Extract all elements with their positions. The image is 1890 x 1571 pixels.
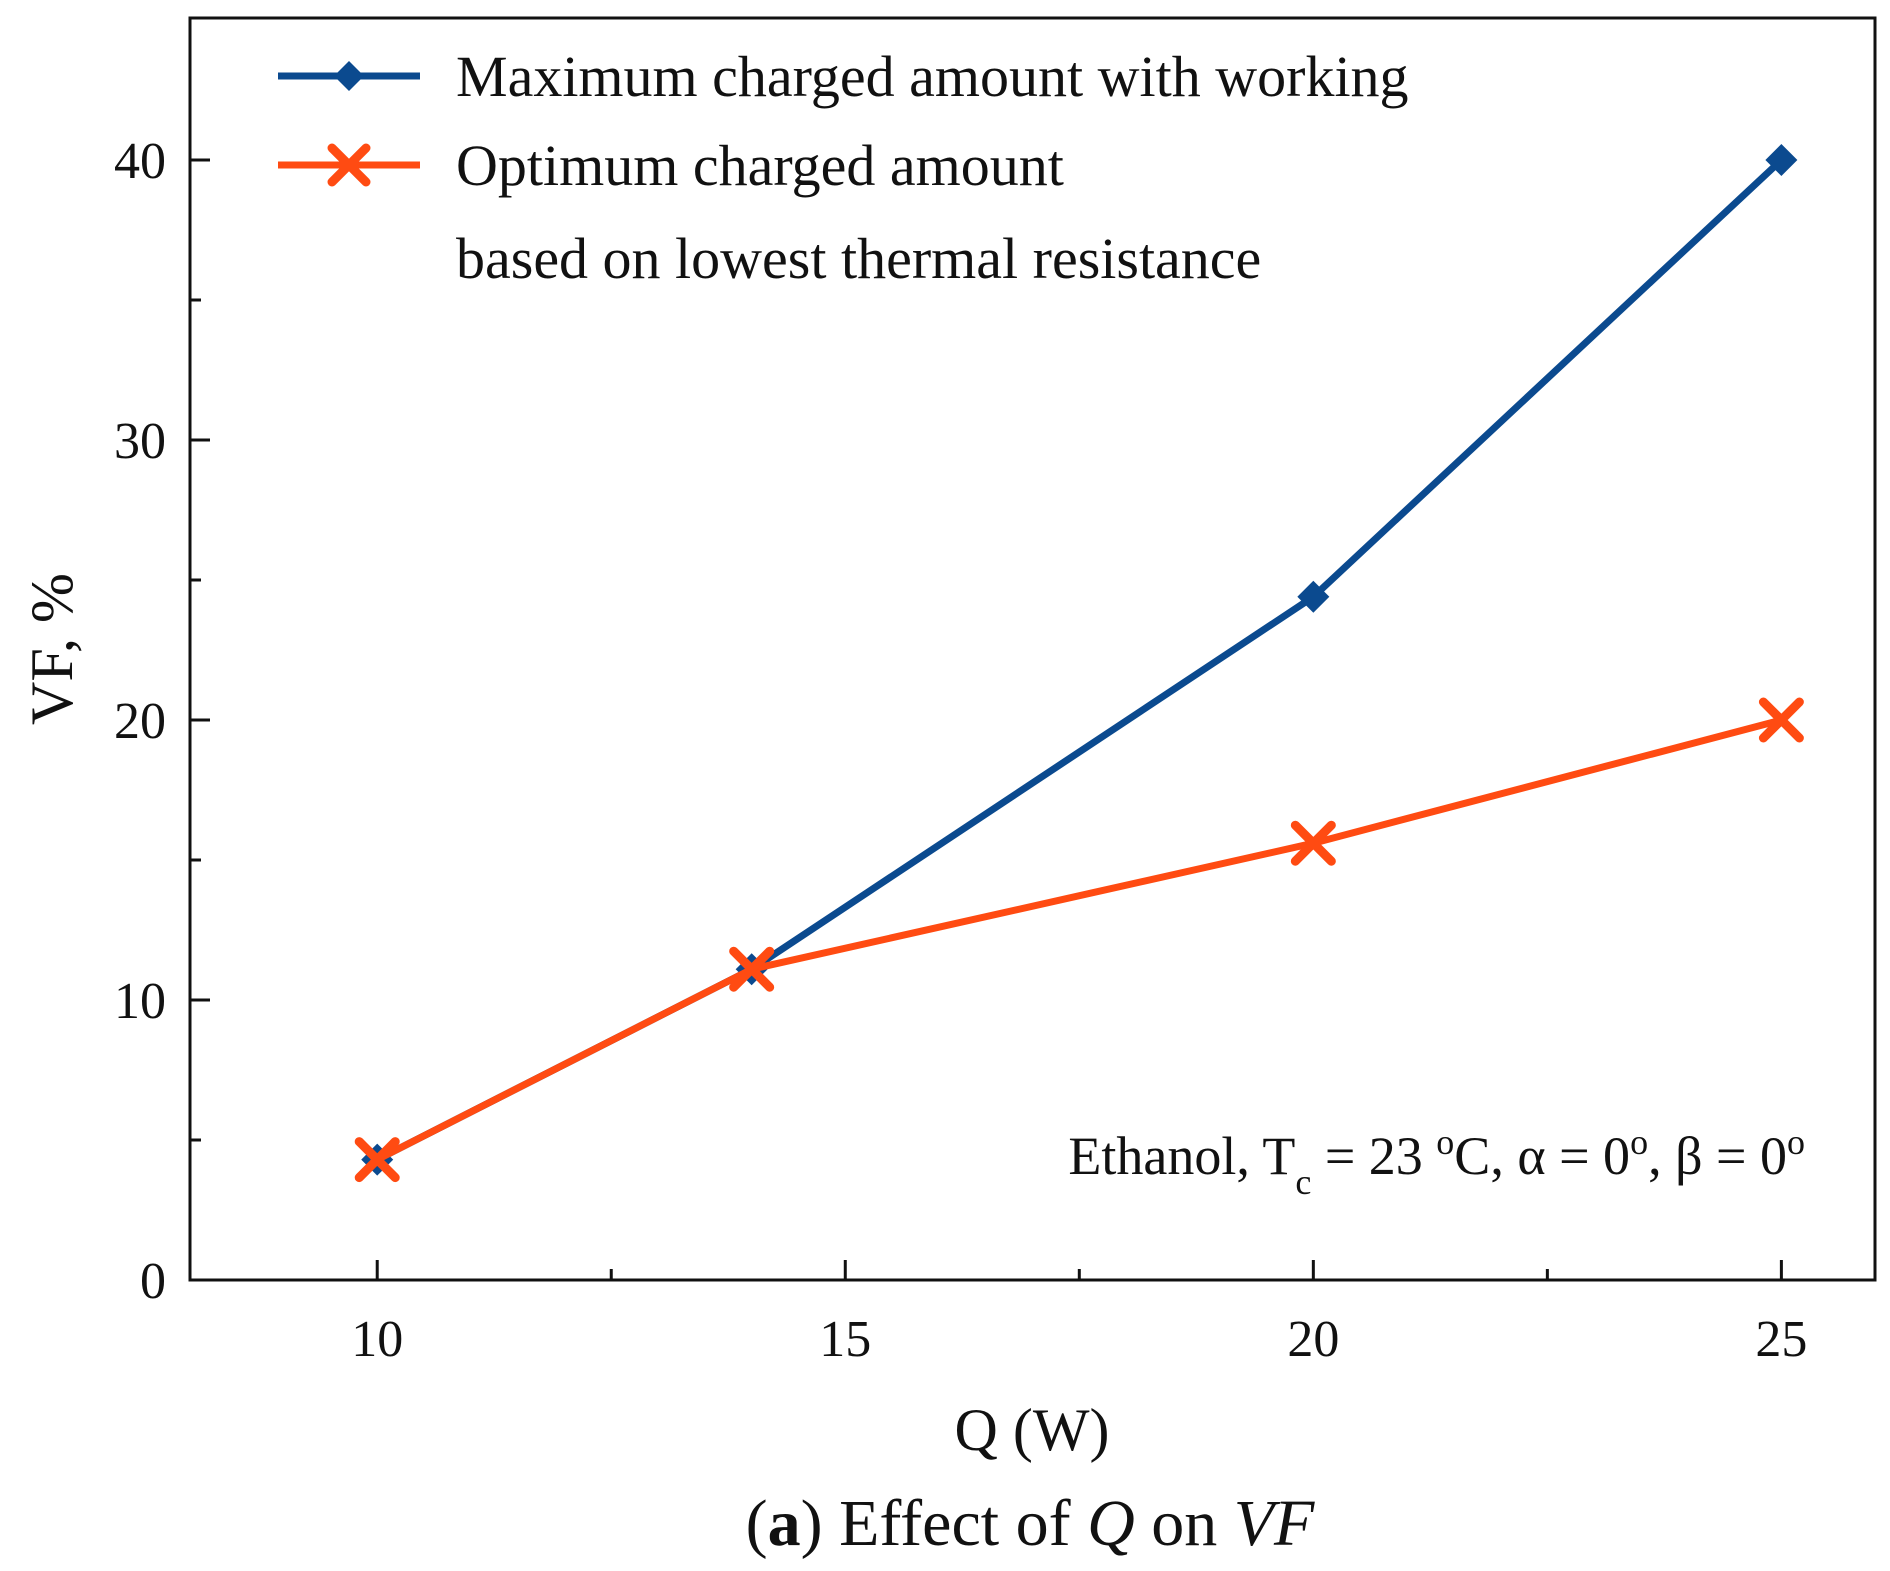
y-tick-label: 0 bbox=[140, 1253, 166, 1310]
series-1-line bbox=[375, 157, 1784, 1163]
legend-label-opt-line-1: Optimum charged amount bbox=[456, 133, 1064, 198]
y-tick-label: 20 bbox=[114, 693, 166, 750]
series-1-point bbox=[1765, 144, 1798, 176]
legend-label-max: Maximum charged amount with working bbox=[456, 44, 1409, 109]
series-2-point bbox=[354, 1137, 400, 1183]
legend-label-opt-line-2: based on lowest thermal resistance bbox=[456, 226, 1261, 291]
axis-ticks: 10 15 20 25 0 10 20 30 40 bbox=[114, 133, 1807, 1368]
y-tick-label: 10 bbox=[114, 973, 166, 1030]
series-2-line bbox=[375, 716, 1783, 1163]
x-tick-label: 20 bbox=[1287, 1311, 1339, 1368]
legend-marker-max-diamond-icon bbox=[334, 61, 364, 91]
series-1 bbox=[361, 144, 1798, 1176]
plot-area-frame bbox=[188, 16, 1877, 1282]
series-2-point bbox=[1290, 820, 1336, 866]
series-2-point bbox=[1758, 697, 1804, 743]
condition-annotation: Ethanol, Tc = 23 oC, α = 0o, β = 0o bbox=[1068, 1122, 1805, 1202]
legend: Maximum charged amount with working Opti… bbox=[278, 44, 1409, 291]
y-tick-label: 40 bbox=[114, 133, 166, 190]
series-1-point bbox=[1297, 580, 1330, 613]
series-2-point bbox=[729, 946, 775, 992]
figure-caption: (a) Effect of Q on VF bbox=[746, 1487, 1315, 1560]
x-axis-title: Q (W) bbox=[955, 1397, 1110, 1463]
x-tick-label: 15 bbox=[819, 1311, 871, 1368]
y-axis-title: VF, % bbox=[19, 573, 85, 725]
series-2 bbox=[354, 697, 1804, 1183]
y-tick-label: 30 bbox=[114, 413, 166, 470]
legend-marker-opt-x-icon bbox=[327, 143, 371, 187]
x-tick-label: 25 bbox=[1755, 1311, 1807, 1368]
series-layer bbox=[354, 144, 1804, 1183]
x-tick-label: 10 bbox=[351, 1311, 403, 1368]
